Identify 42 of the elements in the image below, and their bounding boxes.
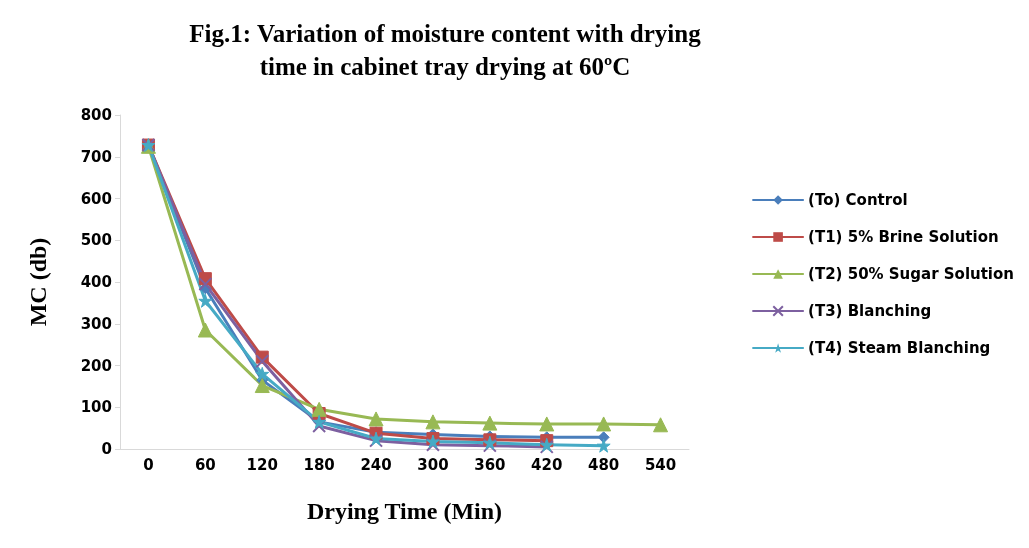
x-tick-label: 60	[194, 455, 216, 474]
point	[653, 417, 669, 433]
x-tick-label: 420	[531, 455, 563, 474]
legend-label: (T4) Steam Blanching	[808, 339, 991, 357]
x-tick-label: 0	[143, 455, 154, 474]
legend-label: (T1) 5% Brine Solution	[808, 228, 999, 246]
point	[312, 419, 327, 434]
point	[539, 416, 555, 432]
point	[596, 416, 612, 432]
point	[482, 415, 498, 431]
y-tick-label: 0	[101, 440, 112, 458]
point	[198, 277, 213, 292]
point	[311, 401, 327, 417]
point	[596, 438, 611, 453]
x-tick-label: 480	[587, 455, 620, 474]
point	[255, 366, 270, 381]
point	[255, 354, 270, 369]
point	[254, 378, 270, 394]
x-tick-label: 120	[246, 455, 278, 474]
legend-label: (To) Control	[808, 191, 908, 209]
x-tick-label: 180	[303, 455, 335, 474]
y-tick-label: 600	[80, 189, 112, 208]
x-tick-label: 240	[360, 455, 392, 474]
y-tick-label: 300	[80, 314, 112, 333]
y-tick-label: 200	[80, 356, 112, 375]
y-tick-label: 100	[80, 398, 112, 417]
y-tick-label: 500	[80, 231, 112, 250]
point	[368, 411, 384, 427]
x-tick-label: 300	[417, 455, 449, 474]
point	[425, 414, 441, 430]
chart-title: Fig.1: Variation of moisture content with drying time in cabinet tray drying at 60ºC	[189, 20, 702, 80]
point	[197, 322, 213, 338]
x-tick-label: 360	[474, 455, 506, 474]
y-tick-label: 400	[80, 273, 112, 291]
x-axis-title: Drying Time (Min)	[306, 498, 503, 524]
x-tick-label: 540	[644, 455, 677, 474]
y-tick-label: 800	[80, 106, 112, 124]
legend-label: (T2) 50% Sugar Solution	[808, 265, 1015, 283]
point	[198, 293, 213, 308]
y-tick-label: 700	[80, 147, 112, 166]
legend-label: (T3) Blanching	[808, 302, 932, 320]
y-axis-title: MC (db)	[25, 237, 51, 327]
